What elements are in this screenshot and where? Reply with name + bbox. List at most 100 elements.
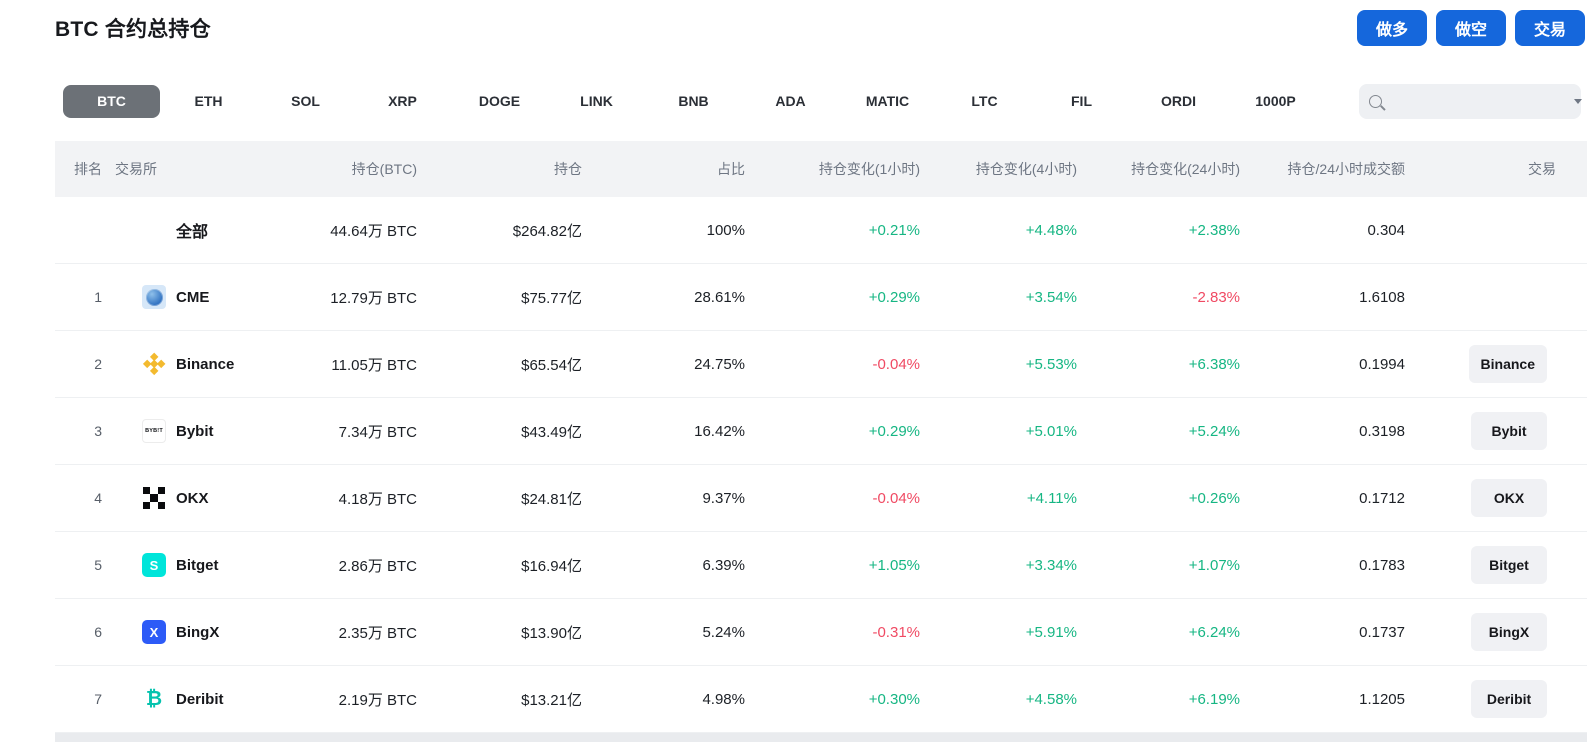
trade-cell: Bitget (1408, 532, 1587, 598)
table-row: 6 BingX 2.35万 BTC $13.90亿 5.24% -0.31% +5.91% +… (55, 599, 1587, 666)
table-row: 4 OKX 4.18万 BTC $24.81亿 9.37% -0.04% +4.11% +0.… (55, 465, 1587, 532)
exchange-name: OKX (176, 489, 209, 507)
column-header-share: 占比 (717, 161, 745, 177)
exchange-cell: BingX (115, 599, 285, 665)
trade-bingx-button[interactable]: BingX (1471, 613, 1547, 651)
share-cell: 16.42% (694, 422, 745, 440)
oi-usd-cell: $24.81亿 (521, 490, 582, 508)
oi-usd-cell: $75.77亿 (521, 289, 582, 307)
tab-sol[interactable]: SOL (257, 85, 354, 118)
trade-deribit-button[interactable]: Deribit (1471, 680, 1547, 718)
change-24h-cell: +2.38% (1188, 221, 1240, 239)
change-1h-cell: -0.04% (872, 355, 920, 373)
change-1h-cell: -0.31% (872, 623, 920, 641)
okx-logo-icon (142, 486, 166, 510)
cme-logo-icon (142, 285, 166, 309)
tab-bnb[interactable]: BNB (645, 85, 742, 118)
oi-btc-cell: 4.18万 BTC (338, 490, 417, 508)
bybit-logo-icon (142, 419, 166, 443)
share-cell: 100% (706, 221, 745, 239)
trade-bitget-button[interactable]: Bitget (1471, 546, 1547, 584)
trade-button[interactable]: 交易 (1515, 10, 1585, 46)
rank-cell: 6 (94, 624, 102, 640)
oi-btc-cell: 2.35万 BTC (338, 624, 417, 642)
exchange-name: Bitget (176, 556, 219, 574)
exchange-cell: Deribit (115, 666, 285, 732)
table-row: 2 Binance 11.05万 BTC $65.54亿 24.75% -0.04% +5.… (55, 331, 1587, 398)
column-header-rank: 排名 (74, 161, 102, 177)
change-1h-cell: +0.29% (868, 288, 920, 306)
exchange-name: Deribit (176, 690, 224, 708)
trade-cell (1408, 264, 1587, 330)
table-header-row: 排名 交易所 持仓(BTC) 持仓 占比 持仓变化(1小时) 持仓变化(4小时) 持仓变化(2… (55, 141, 1587, 197)
change-4h-cell: +4.58% (1025, 690, 1077, 708)
oi-usd-cell: $43.49亿 (521, 423, 582, 441)
change-24h-cell: +5.24% (1188, 422, 1240, 440)
trade-cell (1408, 197, 1587, 263)
bingx-logo-icon (142, 620, 166, 644)
exchange-name: Bybit (176, 422, 214, 440)
table-row: 7 Deribit 2.19万 BTC $13.21亿 4.98% +0.30% +4.58… (55, 666, 1587, 733)
column-header-exchange: 交易所 (115, 161, 157, 177)
trade-cell: Deribit (1408, 666, 1587, 732)
long-button[interactable]: 做多 (1357, 10, 1427, 46)
exchange-name: Binance (176, 355, 235, 373)
tab-ada[interactable]: ADA (742, 85, 839, 118)
tab-btc[interactable]: BTC (63, 84, 160, 118)
change-4h-cell: +4.11% (1026, 489, 1077, 507)
oi-volume-ratio-cell: 0.1712 (1359, 489, 1405, 507)
table-row: 1 CME 12.79万 BTC $75.77亿 28.61% +0.29% +3.54% -… (55, 264, 1587, 331)
tab-ltc[interactable]: LTC (936, 85, 1033, 118)
search-box (1359, 84, 1582, 119)
trade-binance-button[interactable]: Binance (1468, 345, 1547, 383)
column-header-change_24h: 持仓变化(24小时) (1131, 161, 1240, 177)
change-4h-cell: +4.48% (1025, 221, 1077, 239)
short-button[interactable]: 做空 (1436, 10, 1506, 46)
change-24h-cell: +1.07% (1188, 556, 1240, 574)
caret-down-icon[interactable] (1574, 99, 1582, 104)
tab-eth[interactable]: ETH (160, 85, 257, 118)
exchange-cell: CME (115, 264, 285, 330)
change-24h-cell: +6.38% (1188, 355, 1240, 373)
tab-1000p[interactable]: 1000P (1227, 85, 1324, 118)
tab-ordi[interactable]: ORDI (1130, 85, 1227, 118)
trade-bybit-button[interactable]: Bybit (1471, 412, 1547, 450)
tab-xrp[interactable]: XRP (354, 85, 451, 118)
share-cell: 24.75% (694, 355, 745, 373)
oi-btc-cell: 2.19万 BTC (338, 691, 417, 709)
change-1h-cell: +0.29% (868, 422, 920, 440)
exchange-cell: OKX (115, 465, 285, 531)
change-24h-cell: +6.24% (1188, 623, 1240, 641)
share-cell: 5.24% (702, 623, 745, 641)
change-4h-cell: +5.53% (1025, 355, 1077, 373)
trade-cell: Bybit (1408, 398, 1587, 464)
tab-link[interactable]: LINK (548, 85, 645, 118)
change-4h-cell: +5.91% (1025, 623, 1077, 641)
oi-btc-cell: 7.34万 BTC (338, 423, 417, 441)
column-header-oi_btc: 持仓(BTC) (351, 161, 417, 177)
top-action-buttons: 做多 做空 交易 (1357, 10, 1585, 46)
tab-fil[interactable]: FIL (1033, 85, 1130, 118)
oi-volume-ratio-cell: 0.1994 (1359, 355, 1405, 373)
asset-tabs: BTC ETH SOL XRP DOGE LINK BNB ADA MATIC LTC FIL ORD… (63, 84, 1324, 118)
rank-cell: 1 (94, 289, 102, 305)
oi-btc-cell: 12.79万 BTC (330, 289, 417, 307)
trade-okx-button[interactable]: OKX (1471, 479, 1547, 517)
tab-matic[interactable]: MATIC (839, 85, 936, 118)
table-row: 5 Bitget 2.86万 BTC $16.94亿 6.39% +1.05% +3.34%… (55, 532, 1587, 599)
oi-volume-ratio-cell: 1.1205 (1359, 690, 1405, 708)
exchange-name: 全部 (176, 224, 209, 241)
binance-logo-icon (142, 352, 166, 376)
tab-doge[interactable]: DOGE (451, 85, 548, 118)
share-cell: 28.61% (694, 288, 745, 306)
search-icon (1369, 95, 1382, 108)
change-1h-cell: +0.30% (868, 690, 920, 708)
oi-usd-cell: $13.21亿 (521, 691, 582, 709)
search-input[interactable] (1382, 84, 1574, 119)
bottom-divider-bar (55, 733, 1587, 742)
exchange-cell: Bybit (115, 398, 285, 464)
deribit-logo-icon (142, 687, 166, 711)
oi-usd-cell: $13.90亿 (521, 624, 582, 642)
table-row: 3 Bybit 7.34万 BTC $43.49亿 16.42% +0.29% +5.01%… (55, 398, 1587, 465)
